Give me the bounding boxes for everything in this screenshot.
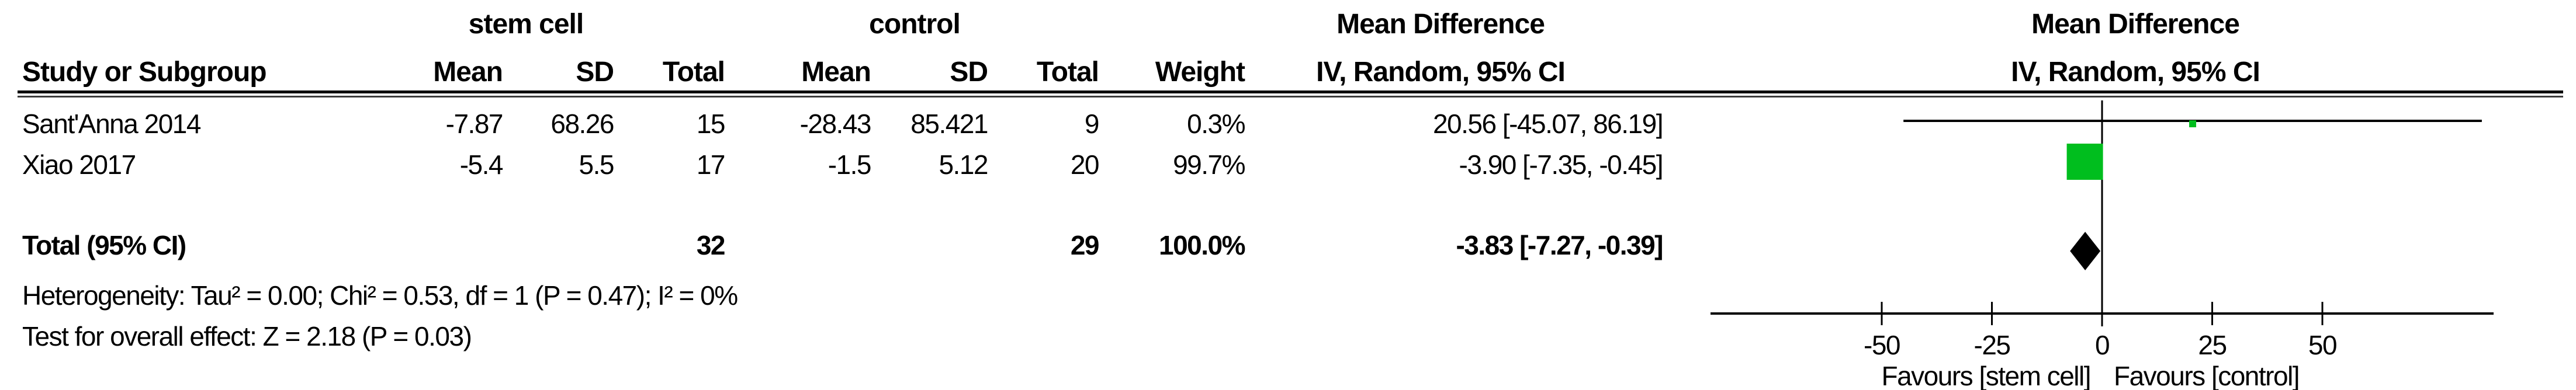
summary-diamond [2070, 232, 2101, 270]
ci-value: -3.90 [-7.35, -0.45] [1459, 149, 1664, 180]
axis-tick-label: 0 [2095, 330, 2109, 360]
point-estimate-marker [2189, 120, 2197, 127]
ci-value: 20.56 [-45.07, 86.19] [1432, 109, 1664, 139]
group-header-experimental: stem cell [468, 9, 584, 40]
col-header-ci-text: IV, Random, 95% CI [1316, 57, 1566, 88]
weight-value: 0.3% [1187, 109, 1245, 139]
weight-value: 99.7% [1173, 149, 1245, 180]
header-divider-top [18, 90, 2563, 93]
axis-tick-label: 25 [2198, 330, 2226, 360]
col-header-total-control: Total [1036, 57, 1099, 88]
axis-tick-label: 50 [2308, 330, 2336, 360]
sd-experimental: 68.26 [550, 109, 614, 139]
header-divider-bottom [18, 96, 2563, 98]
col-header-weight: Weight [1155, 57, 1245, 88]
sd-experimental: 5.5 [579, 149, 615, 180]
favours-right-label: Favours [control] [2114, 361, 2299, 390]
total-experimental: 15 [696, 109, 726, 139]
forest-plot: -50 -25 0 25 50 Favours [stem cell] Favours [c… [1711, 100, 2494, 390]
group-header-mean-difference-text: Mean Difference [1337, 9, 1545, 40]
favours-left-label: Favours [stem cell] [1882, 361, 2091, 390]
col-header-study: Study or Subgroup [22, 57, 267, 88]
axis-tick-label: -25 [1974, 330, 2010, 360]
total-n-control: 29 [1070, 230, 1100, 260]
total-control: 9 [1084, 109, 1100, 139]
study-name: Xiao 2017 [22, 149, 136, 180]
heterogeneity-stats: Heterogeneity: Tau² = 0.00; Chi² = 0.53,… [22, 280, 738, 311]
col-header-mean-experimental: Mean [433, 57, 503, 88]
total-experimental: 17 [696, 149, 726, 180]
col-header-sd-experimental: SD [576, 57, 614, 88]
mean-control: -28.43 [799, 109, 872, 139]
total-weight: 100.0% [1158, 230, 1246, 260]
col-header-ci-plot: IV, Random, 95% CI [2011, 57, 2260, 88]
col-header-total-experimental: Total [662, 57, 725, 88]
total-ci: -3.83 [-7.27, -0.39] [1456, 230, 1663, 260]
mean-experimental: -5.4 [459, 149, 504, 180]
group-header-control: control [869, 9, 961, 40]
total-control: 20 [1070, 149, 1100, 180]
col-header-mean-control: Mean [801, 57, 871, 88]
mean-experimental: -7.87 [445, 109, 504, 139]
study-name: Sant'Anna 2014 [22, 109, 201, 139]
point-estimate-marker [2066, 144, 2103, 180]
axis-tick-label: -50 [1864, 330, 1900, 360]
overall-effect-test: Test for overall effect: Z = 2.18 (P = 0… [22, 321, 472, 351]
group-header-mean-difference-plot: Mean Difference [2031, 9, 2240, 40]
col-header-sd-control: SD [950, 57, 988, 88]
total-n-experimental: 32 [696, 230, 726, 260]
mean-control: -1.5 [827, 149, 872, 180]
sd-control: 5.12 [939, 149, 988, 180]
total-label: Total (95% CI) [22, 230, 186, 260]
sd-control: 85.421 [910, 109, 988, 139]
